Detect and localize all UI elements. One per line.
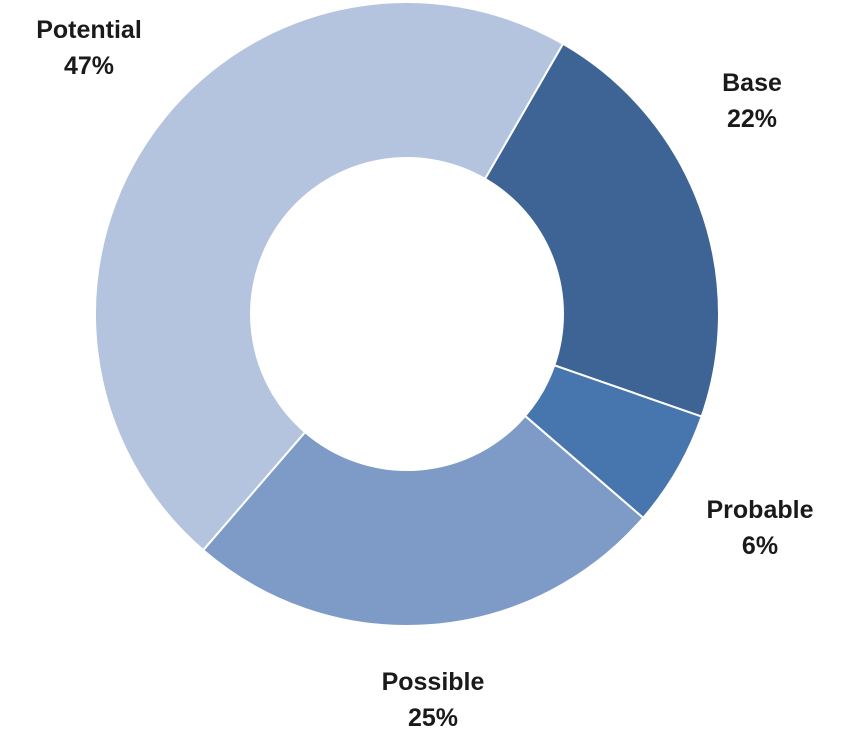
slices-group	[94, 1, 720, 627]
slice-name: Possible	[381, 668, 485, 696]
slice-label-probable: Probable 6%	[707, 492, 814, 564]
slice-possible	[201, 414, 645, 627]
slice-name: Probable	[706, 496, 814, 524]
slice-label-possible: Possible 25%	[382, 664, 485, 736]
slice-percent: 22%	[726, 105, 778, 133]
slice-base	[483, 42, 720, 418]
slice-potential	[94, 1, 565, 552]
slice-label-potential: Potential 47%	[36, 12, 142, 84]
slice-percent: 6%	[741, 532, 779, 560]
slice-name: Potential	[36, 16, 142, 44]
slice-name: Base	[722, 69, 782, 97]
slice-percent: 47%	[63, 52, 115, 80]
slice-percent: 25%	[407, 704, 459, 732]
slice-label-base: Base 22%	[722, 65, 782, 137]
